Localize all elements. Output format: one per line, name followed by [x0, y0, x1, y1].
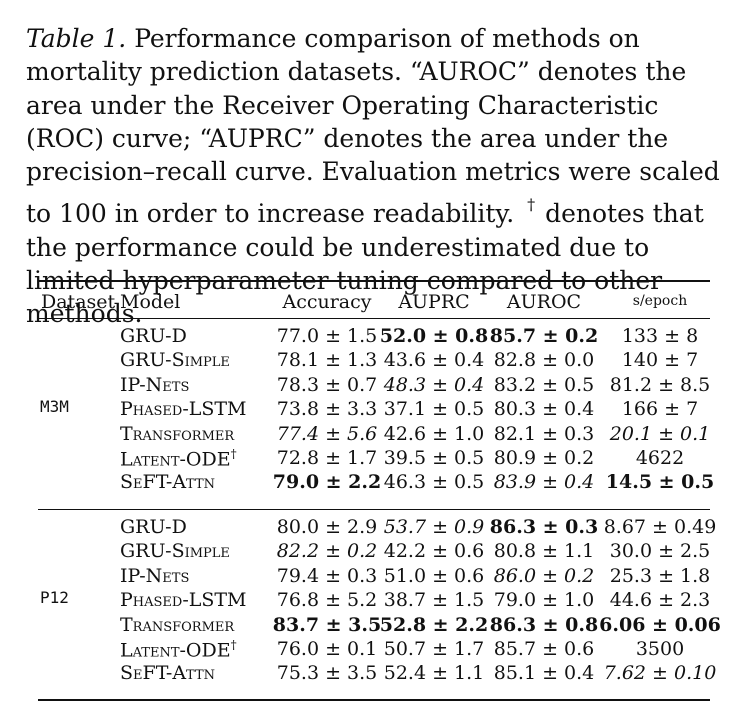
- caption-text-1: Performance comparison of methods on mor…: [26, 24, 720, 229]
- model-name: SeFT-Attn: [120, 662, 216, 685]
- caption-label: Table 1.: [26, 24, 127, 53]
- cell-accuracy: 77.0 ± 1.5: [276, 325, 378, 347]
- dataset-label: M3M: [40, 397, 69, 417]
- dagger-mark: †: [230, 447, 237, 461]
- cell-auprc: 50.7 ± 1.7: [383, 638, 485, 660]
- model-name: Phased-LSTM: [120, 398, 247, 421]
- group-rule: [38, 509, 710, 510]
- cell-auprc: 43.6 ± 0.4: [383, 349, 485, 372]
- model-name: GRU-Simple: [120, 349, 230, 372]
- dagger-mark: †: [230, 638, 237, 652]
- cell-auprc: 52.8 ± 2.2: [379, 613, 489, 636]
- top-rule: [38, 280, 710, 282]
- cell-time: 44.6 ± 2.3: [609, 589, 711, 612]
- header-auprc: AUPRC: [398, 291, 470, 313]
- model-name: Transformer: [120, 422, 235, 445]
- model-name: Phased-LSTM: [120, 589, 247, 612]
- cell-auroc: 85.1 ± 0.4: [493, 662, 595, 685]
- cell-accuracy: 77.4 ± 5.6: [276, 422, 378, 445]
- cell-time: 166 ± 7: [621, 398, 699, 421]
- dataset-label: P12: [40, 588, 69, 608]
- cell-time: 140 ± 7: [621, 349, 699, 372]
- cell-time: 30.0 ± 2.5: [609, 540, 711, 563]
- cell-auprc: 52.4 ± 1.1: [383, 662, 485, 685]
- model-name: GRU-D: [120, 516, 187, 538]
- model-name: SeFT-Attn: [120, 471, 216, 494]
- cell-auroc: 80.8 ± 1.1: [493, 540, 595, 563]
- cell-accuracy: 78.1 ± 1.3: [276, 349, 378, 372]
- model-name: Transformer: [120, 613, 235, 636]
- cell-accuracy: 83.7 ± 3.5: [272, 613, 382, 636]
- cell-auroc: 82.8 ± 0.0: [493, 349, 595, 372]
- cell-auroc: 83.9 ± 0.4: [493, 471, 595, 494]
- model-name: Latent-ODE†: [120, 447, 237, 471]
- table-caption: Table 1. Performance comparison of metho…: [26, 22, 720, 331]
- cell-accuracy: 76.8 ± 5.2: [276, 589, 378, 612]
- cell-time: 8.67 ± 0.49: [603, 516, 717, 538]
- cell-auprc: 42.6 ± 1.0: [383, 422, 485, 445]
- cell-accuracy: 72.8 ± 1.7: [276, 447, 378, 469]
- cell-accuracy: 76.0 ± 0.1: [276, 638, 378, 660]
- cell-auroc: 80.3 ± 0.4: [493, 398, 595, 421]
- cell-auroc: 80.9 ± 0.2: [493, 447, 595, 469]
- cell-auprc: 52.0 ± 0.8: [379, 325, 489, 347]
- model-name: Latent-ODE†: [120, 638, 237, 662]
- cell-time: 4622: [635, 447, 685, 469]
- cell-time: 81.2 ± 8.5: [609, 373, 711, 396]
- cell-accuracy: 73.8 ± 3.3: [276, 398, 378, 421]
- model-name: GRU-D: [120, 325, 187, 347]
- cell-auprc: 37.1 ± 0.5: [383, 398, 485, 421]
- cell-accuracy: 82.2 ± 0.2: [276, 540, 378, 563]
- cell-time: 7.62 ± 0.10: [603, 662, 717, 685]
- cell-auprc: 53.7 ± 0.9: [383, 516, 485, 538]
- caption-dagger: †: [527, 195, 536, 215]
- cell-accuracy: 78.3 ± 0.7: [276, 373, 378, 396]
- cell-accuracy: 79.4 ± 0.3: [276, 564, 378, 587]
- model-name: GRU-Simple: [120, 540, 230, 563]
- cell-auroc: 86.0 ± 0.2: [493, 564, 595, 587]
- cell-auroc: 86.3 ± 0.3: [489, 516, 599, 538]
- cell-auroc: 83.2 ± 0.5: [493, 373, 595, 396]
- header-dataset: Dataset: [41, 291, 116, 313]
- header-auroc: AUROC: [506, 291, 582, 313]
- cell-time: 25.3 ± 1.8: [609, 564, 711, 587]
- cell-time: 6.06 ± 0.06: [599, 613, 721, 636]
- cell-auprc: 51.0 ± 0.6: [383, 564, 485, 587]
- cell-accuracy: 79.0 ± 2.2: [272, 471, 382, 494]
- cell-accuracy: 75.3 ± 3.5: [276, 662, 378, 685]
- cell-auprc: 42.2 ± 0.6: [383, 540, 485, 563]
- cell-auprc: 48.3 ± 0.4: [383, 373, 485, 396]
- cell-auroc: 85.7 ± 0.2: [489, 325, 599, 347]
- header-accuracy: Accuracy: [282, 291, 372, 313]
- cell-auroc: 82.1 ± 0.3: [493, 422, 595, 445]
- cell-auprc: 46.3 ± 0.5: [383, 471, 485, 494]
- header-rule: [38, 318, 710, 319]
- cell-time: 14.5 ± 0.5: [605, 471, 715, 494]
- bottom-rule: [38, 699, 710, 701]
- cell-time: 133 ± 8: [621, 325, 699, 347]
- model-name: IP-Nets: [120, 373, 190, 396]
- model-name: IP-Nets: [120, 564, 190, 587]
- cell-time: 20.1 ± 0.1: [609, 422, 711, 445]
- cell-auprc: 39.5 ± 0.5: [383, 447, 485, 469]
- cell-auroc: 86.3 ± 0.8: [489, 613, 599, 636]
- cell-time: 3500: [635, 638, 685, 660]
- header-model: Model: [120, 291, 181, 313]
- cell-auroc: 85.7 ± 0.6: [493, 638, 595, 660]
- cell-auroc: 79.0 ± 1.0: [493, 589, 595, 612]
- cell-accuracy: 80.0 ± 2.9: [276, 516, 378, 538]
- cell-auprc: 38.7 ± 1.5: [383, 589, 485, 612]
- header-time: s/epoch: [632, 293, 688, 309]
